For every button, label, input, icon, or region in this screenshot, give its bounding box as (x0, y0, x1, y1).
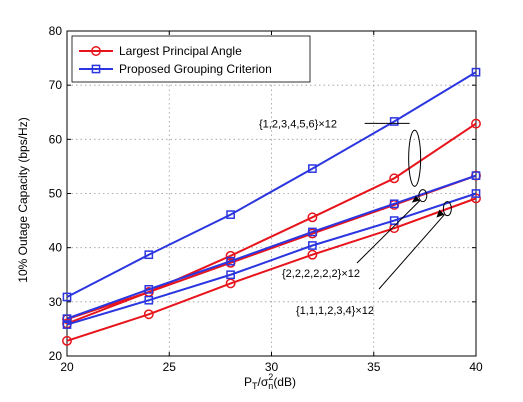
data-point-square (389, 216, 399, 225)
series-line (66, 71, 477, 298)
y-tick-label: 70 (49, 78, 63, 92)
y-tick-label: 50 (49, 187, 63, 201)
data-point-square (91, 64, 101, 74)
annotation-label: {1,1,1,2,3,4}×12 (296, 305, 374, 317)
data-point-square (471, 189, 481, 198)
data-point-square (389, 199, 399, 209)
data-point-square (144, 250, 154, 260)
series-square (62, 171, 481, 323)
annotation-arrow (356, 200, 421, 264)
data-point-square (62, 314, 72, 323)
x-tick-label: 30 (265, 360, 279, 374)
series-circle (62, 118, 481, 329)
legend-box (71, 35, 311, 83)
series-line (66, 197, 477, 342)
data-point-square (226, 210, 235, 219)
data-point-square (471, 171, 481, 180)
data-point-square (471, 67, 481, 77)
y-tick-label: 20 (49, 349, 63, 363)
x-label-tail: (dB) (273, 375, 296, 389)
x-tick-label: 25 (163, 360, 177, 374)
annotation-ellipse (408, 129, 422, 187)
legend: Largest Principal Angle Proposed Grouping… (71, 35, 311, 83)
series-line (66, 192, 477, 326)
data-point-square (144, 295, 154, 305)
y-axis-label: 10% Outage Capacity (bps/Hz) (16, 117, 30, 282)
annotations: {1,2,3,4,5,6}×12 {2,2,2,2,2,2}×12 {1,1,1,2… (259, 118, 452, 317)
data-point-circle (143, 309, 154, 320)
data-point-circle (225, 278, 236, 289)
annotation-ellipse (442, 201, 452, 217)
arrow-head (436, 209, 445, 218)
series-line (66, 174, 477, 320)
x-label-sub-t: T (252, 381, 258, 391)
x-label-sub-n: n (268, 381, 273, 391)
annotation-ellipse (418, 189, 428, 203)
x-axis-label: PT/σ2 n(dB) (244, 372, 296, 391)
data-point-circle (91, 46, 101, 56)
x-tick-label: 20 (60, 360, 74, 374)
series-circle (62, 193, 481, 346)
legend-item: Proposed Grouping Criterion (79, 62, 272, 76)
data-point-circle (62, 335, 72, 346)
data-point-square (308, 241, 317, 250)
data-point-square (226, 270, 235, 280)
data-point-circle (225, 250, 236, 261)
y-tick-label: 80 (49, 24, 63, 38)
data-point-square (62, 292, 72, 302)
data-point-square (144, 285, 154, 294)
annotation-label: {2,2,2,2,2,2}×12 (282, 268, 360, 280)
series-square (62, 67, 481, 302)
y-tick-label: 60 (49, 132, 63, 146)
annotation-arrow (378, 214, 445, 290)
data-point-circle (307, 212, 318, 223)
annotation-label: {1,2,3,4,5,6}×12 (259, 118, 337, 130)
x-label-sup: 2 (268, 372, 273, 382)
x-label-base: P (244, 375, 252, 389)
data-point-square (226, 256, 235, 266)
y-tick-label: 30 (49, 295, 63, 309)
series-layer (62, 67, 481, 346)
legend-label: Proposed Grouping Criterion (119, 62, 272, 76)
y-tick-label: 40 (49, 241, 63, 255)
x-label-mid: /σ (258, 375, 269, 389)
data-point-circle (389, 173, 400, 184)
arrow-head (411, 195, 420, 203)
x-tick-label: 35 (367, 360, 381, 374)
data-point-square (62, 320, 72, 329)
series-square (62, 189, 481, 329)
data-point-square (308, 164, 317, 173)
data-point-square (389, 117, 399, 126)
legend-label: Largest Principal Angle (119, 44, 242, 58)
x-tick-label: 40 (469, 360, 483, 374)
axis-ticks: 20 25 30 35 40 20 30 40 50 60 70 80 (49, 24, 483, 374)
data-point-circle (471, 118, 481, 129)
data-point-square (308, 227, 317, 237)
legend-item: Largest Principal Angle (79, 44, 242, 58)
data-point-circle (307, 249, 318, 260)
